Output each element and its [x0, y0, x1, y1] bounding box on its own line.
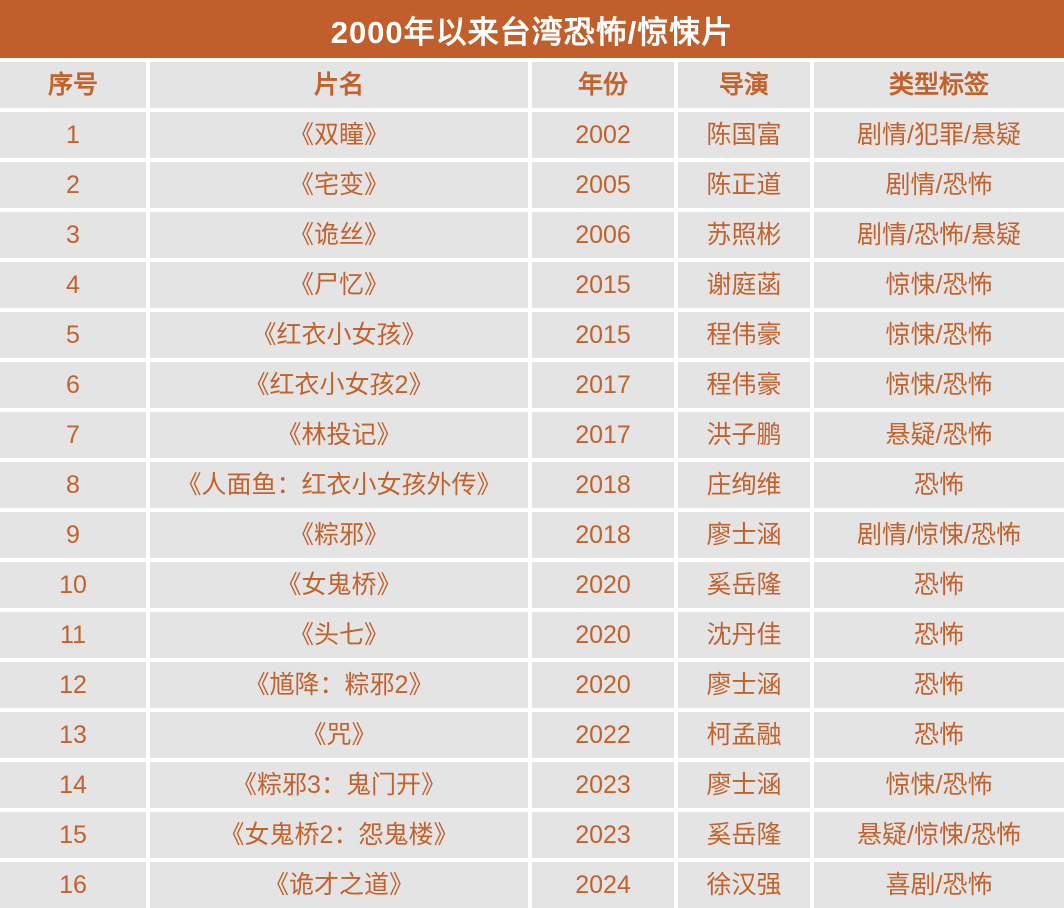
cell-genre-tags: 剧情/犯罪/悬疑	[814, 112, 1064, 158]
cell-director: 廖士涵	[678, 662, 810, 708]
cell-year: 2018	[532, 512, 674, 558]
cell-genre-tags: 恐怖	[814, 612, 1064, 658]
cell-genre-tags: 恐怖	[814, 662, 1064, 708]
cell-year: 2022	[532, 712, 674, 758]
cell-director: 陈国富	[678, 112, 810, 158]
cell-index: 5	[0, 312, 146, 358]
column-header-director: 导演	[678, 62, 810, 108]
cell-year: 2002	[532, 112, 674, 158]
cell-index: 3	[0, 212, 146, 258]
cell-year: 2015	[532, 262, 674, 308]
cell-film-title: 《尸忆》	[150, 262, 528, 308]
cell-year: 2006	[532, 212, 674, 258]
cell-genre-tags: 剧情/恐怖/悬疑	[814, 212, 1064, 258]
cell-film-title: 《女鬼桥》	[150, 562, 528, 608]
cell-genre-tags: 剧情/惊悚/恐怖	[814, 512, 1064, 558]
cell-film-title: 《红衣小女孩》	[150, 312, 528, 358]
cell-genre-tags: 恐怖	[814, 712, 1064, 758]
cell-index: 11	[0, 612, 146, 658]
cell-index: 13	[0, 712, 146, 758]
column-header-genre-tags: 类型标签	[814, 62, 1064, 108]
cell-film-title: 《女鬼桥2：怨鬼楼》	[150, 812, 528, 858]
cell-year: 2020	[532, 612, 674, 658]
cell-genre-tags: 惊悚/恐怖	[814, 312, 1064, 358]
cell-index: 15	[0, 812, 146, 858]
cell-genre-tags: 恐怖	[814, 562, 1064, 608]
page-title: 2000年以来台湾恐怖/惊悚片	[0, 0, 1064, 58]
cell-film-title: 《馗降：粽邪2》	[150, 662, 528, 708]
cell-director: 沈丹佳	[678, 612, 810, 658]
cell-index: 6	[0, 362, 146, 408]
cell-director: 廖士涵	[678, 512, 810, 558]
cell-director: 廖士涵	[678, 762, 810, 808]
column-header-film-title: 片名	[150, 62, 528, 108]
cell-director: 奚岳隆	[678, 812, 810, 858]
cell-year: 2024	[532, 862, 674, 908]
cell-director: 陈正道	[678, 162, 810, 208]
cell-film-title: 《宅变》	[150, 162, 528, 208]
cell-director: 洪子鹏	[678, 412, 810, 458]
cell-index: 7	[0, 412, 146, 458]
cell-index: 9	[0, 512, 146, 558]
film-table: 序号 片名 年份 导演 类型标签 1 《双瞳》 2002 陈国富 剧情/犯罪/悬疑 2 《宅…	[0, 62, 1064, 908]
cell-genre-tags: 喜剧/恐怖	[814, 862, 1064, 908]
cell-index: 16	[0, 862, 146, 908]
cell-year: 2017	[532, 362, 674, 408]
cell-genre-tags: 悬疑/惊悚/恐怖	[814, 812, 1064, 858]
cell-genre-tags: 惊悚/恐怖	[814, 262, 1064, 308]
cell-year: 2005	[532, 162, 674, 208]
cell-year: 2018	[532, 462, 674, 508]
cell-index: 8	[0, 462, 146, 508]
column-header-index: 序号	[0, 62, 146, 108]
cell-genre-tags: 惊悚/恐怖	[814, 762, 1064, 808]
cell-film-title: 《诡丝》	[150, 212, 528, 258]
cell-director: 谢庭菡	[678, 262, 810, 308]
cell-genre-tags: 悬疑/恐怖	[814, 412, 1064, 458]
cell-index: 10	[0, 562, 146, 608]
cell-year: 2023	[532, 812, 674, 858]
cell-year: 2023	[532, 762, 674, 808]
cell-index: 2	[0, 162, 146, 208]
cell-year: 2017	[532, 412, 674, 458]
cell-film-title: 《人面鱼：红衣小女孩外传》	[150, 462, 528, 508]
cell-index: 12	[0, 662, 146, 708]
cell-film-title: 《红衣小女孩2》	[150, 362, 528, 408]
cell-index: 14	[0, 762, 146, 808]
cell-director: 程伟豪	[678, 312, 810, 358]
cell-director: 庄绚维	[678, 462, 810, 508]
cell-index: 1	[0, 112, 146, 158]
cell-director: 奚岳隆	[678, 562, 810, 608]
cell-year: 2020	[532, 662, 674, 708]
cell-film-title: 《咒》	[150, 712, 528, 758]
cell-film-title: 《诡才之道》	[150, 862, 528, 908]
cell-film-title: 《林投记》	[150, 412, 528, 458]
cell-index: 4	[0, 262, 146, 308]
cell-year: 2020	[532, 562, 674, 608]
cell-film-title: 《粽邪》	[150, 512, 528, 558]
cell-director: 柯孟融	[678, 712, 810, 758]
column-header-year: 年份	[532, 62, 674, 108]
cell-director: 苏照彬	[678, 212, 810, 258]
cell-year: 2015	[532, 312, 674, 358]
cell-genre-tags: 剧情/恐怖	[814, 162, 1064, 208]
cell-film-title: 《粽邪3：鬼门开》	[150, 762, 528, 808]
cell-director: 徐汉强	[678, 862, 810, 908]
cell-genre-tags: 惊悚/恐怖	[814, 362, 1064, 408]
cell-film-title: 《双瞳》	[150, 112, 528, 158]
cell-film-title: 《头七》	[150, 612, 528, 658]
cell-director: 程伟豪	[678, 362, 810, 408]
cell-genre-tags: 恐怖	[814, 462, 1064, 508]
